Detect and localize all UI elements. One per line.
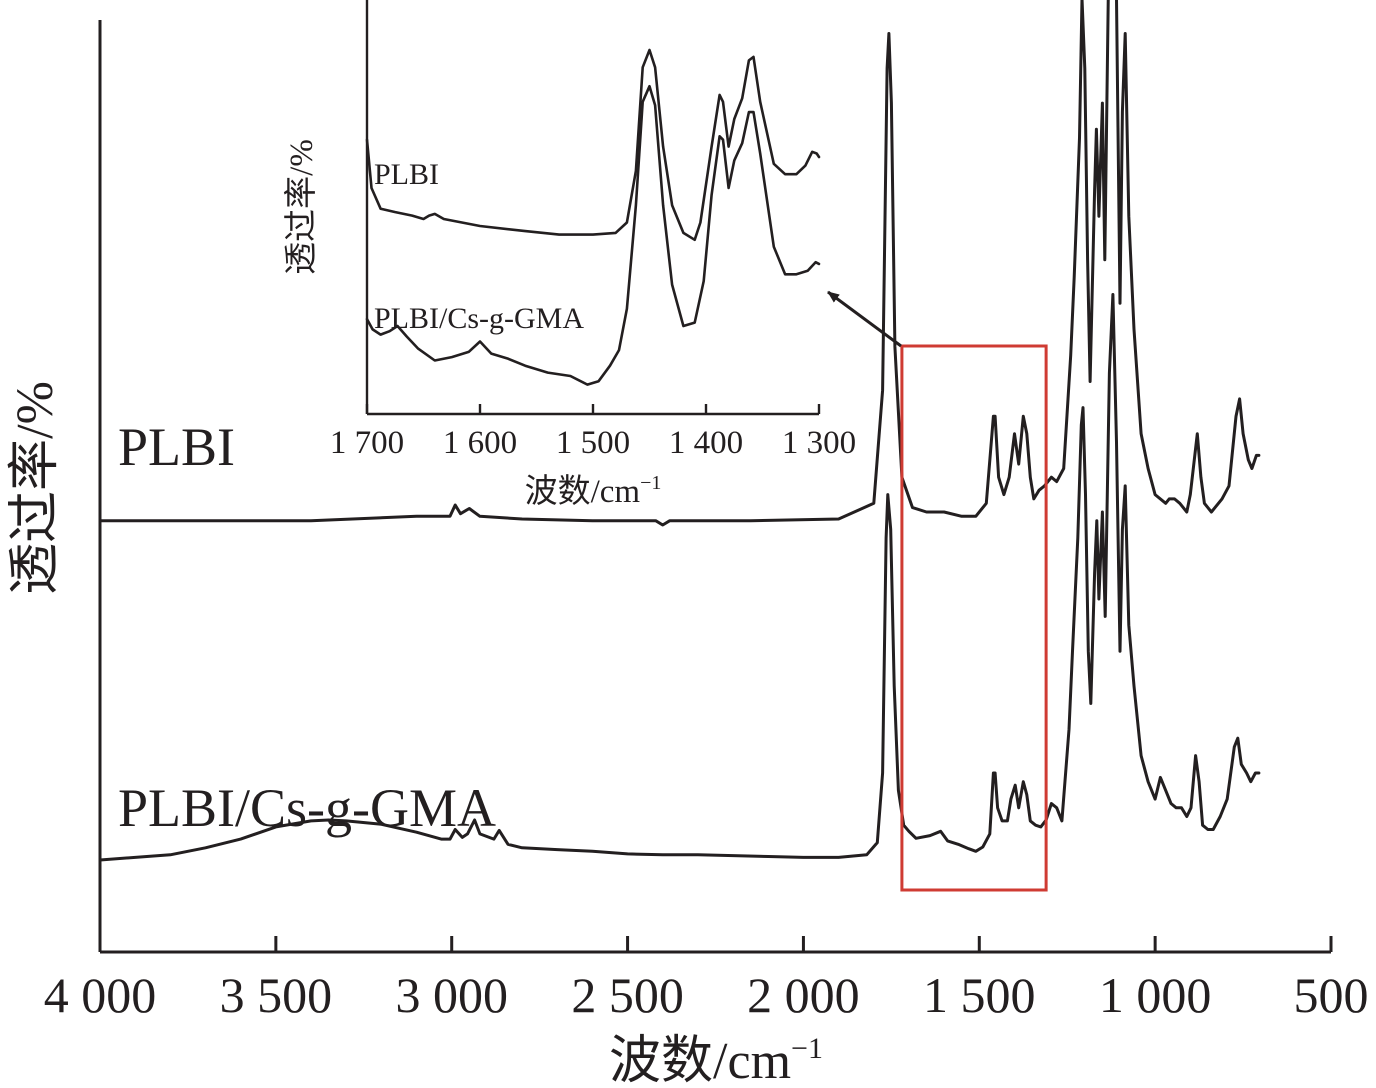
inset-x-tick-label: 1 600 <box>443 425 517 461</box>
main-series-label-plbi: PLBI <box>118 417 235 477</box>
main-series-line-plbi <box>98 0 1261 527</box>
main-series <box>98 0 1261 862</box>
inset-series-label-plbi-cs-g-gma: PLBI/Cs-g-GMA <box>374 302 584 335</box>
main-x-tick-label: 3 000 <box>395 967 508 1023</box>
inset-x-tick-label: 1 400 <box>669 425 743 461</box>
main-x-tick-label: 4 000 <box>44 967 157 1023</box>
main-x-tick-label: 3 500 <box>220 967 333 1023</box>
inset-series-line-plbi-cs-g-gma <box>365 84 821 386</box>
main-x-tick-label: 1 000 <box>1099 967 1212 1023</box>
inset-series <box>365 48 821 386</box>
main-y-axis-label: 透过率/% <box>7 381 64 595</box>
main-chart: 4 000 3 500 3 000 2 500 2 000 1 500 1 000 500 P… <box>7 0 1369 1088</box>
main-x-tick-label: 2 500 <box>571 967 684 1023</box>
main-x-tick-label: 1 500 <box>923 967 1036 1023</box>
main-x-tick-label: 500 <box>1294 967 1369 1023</box>
inset-chart: 1 700 1 600 1 500 1 400 1 300 PLBI PLBI/Cs-g… <box>283 0 856 510</box>
callout-arrow <box>827 290 902 348</box>
inset-x-tick-label: 1 700 <box>330 425 404 461</box>
main-x-axis-label: 波数/cm−1 <box>609 1032 823 1088</box>
main-series-line-plbi-cs-g-gma <box>98 293 1261 862</box>
inset-y-axis-label: 透过率/% <box>283 139 320 275</box>
main-x-ticks: 4 000 3 500 3 000 2 500 2 000 1 500 1 000 500 <box>44 936 1369 1023</box>
inset-x-axis-label: 波数/cm−1 <box>525 472 662 510</box>
main-x-tick-label: 2 000 <box>747 967 860 1023</box>
inset-series-label-plbi: PLBI <box>374 158 439 191</box>
inset-x-tick-label: 1 300 <box>782 425 856 461</box>
inset-x-ticks: 1 700 1 600 1 500 1 400 1 300 <box>330 404 856 461</box>
inset-series-line-plbi <box>365 48 821 242</box>
highlight-box <box>900 344 1048 892</box>
inset-x-tick-label: 1 500 <box>556 425 630 461</box>
main-series-label-plbi-cs-g-gma: PLBI/Cs-g-GMA <box>118 778 496 838</box>
